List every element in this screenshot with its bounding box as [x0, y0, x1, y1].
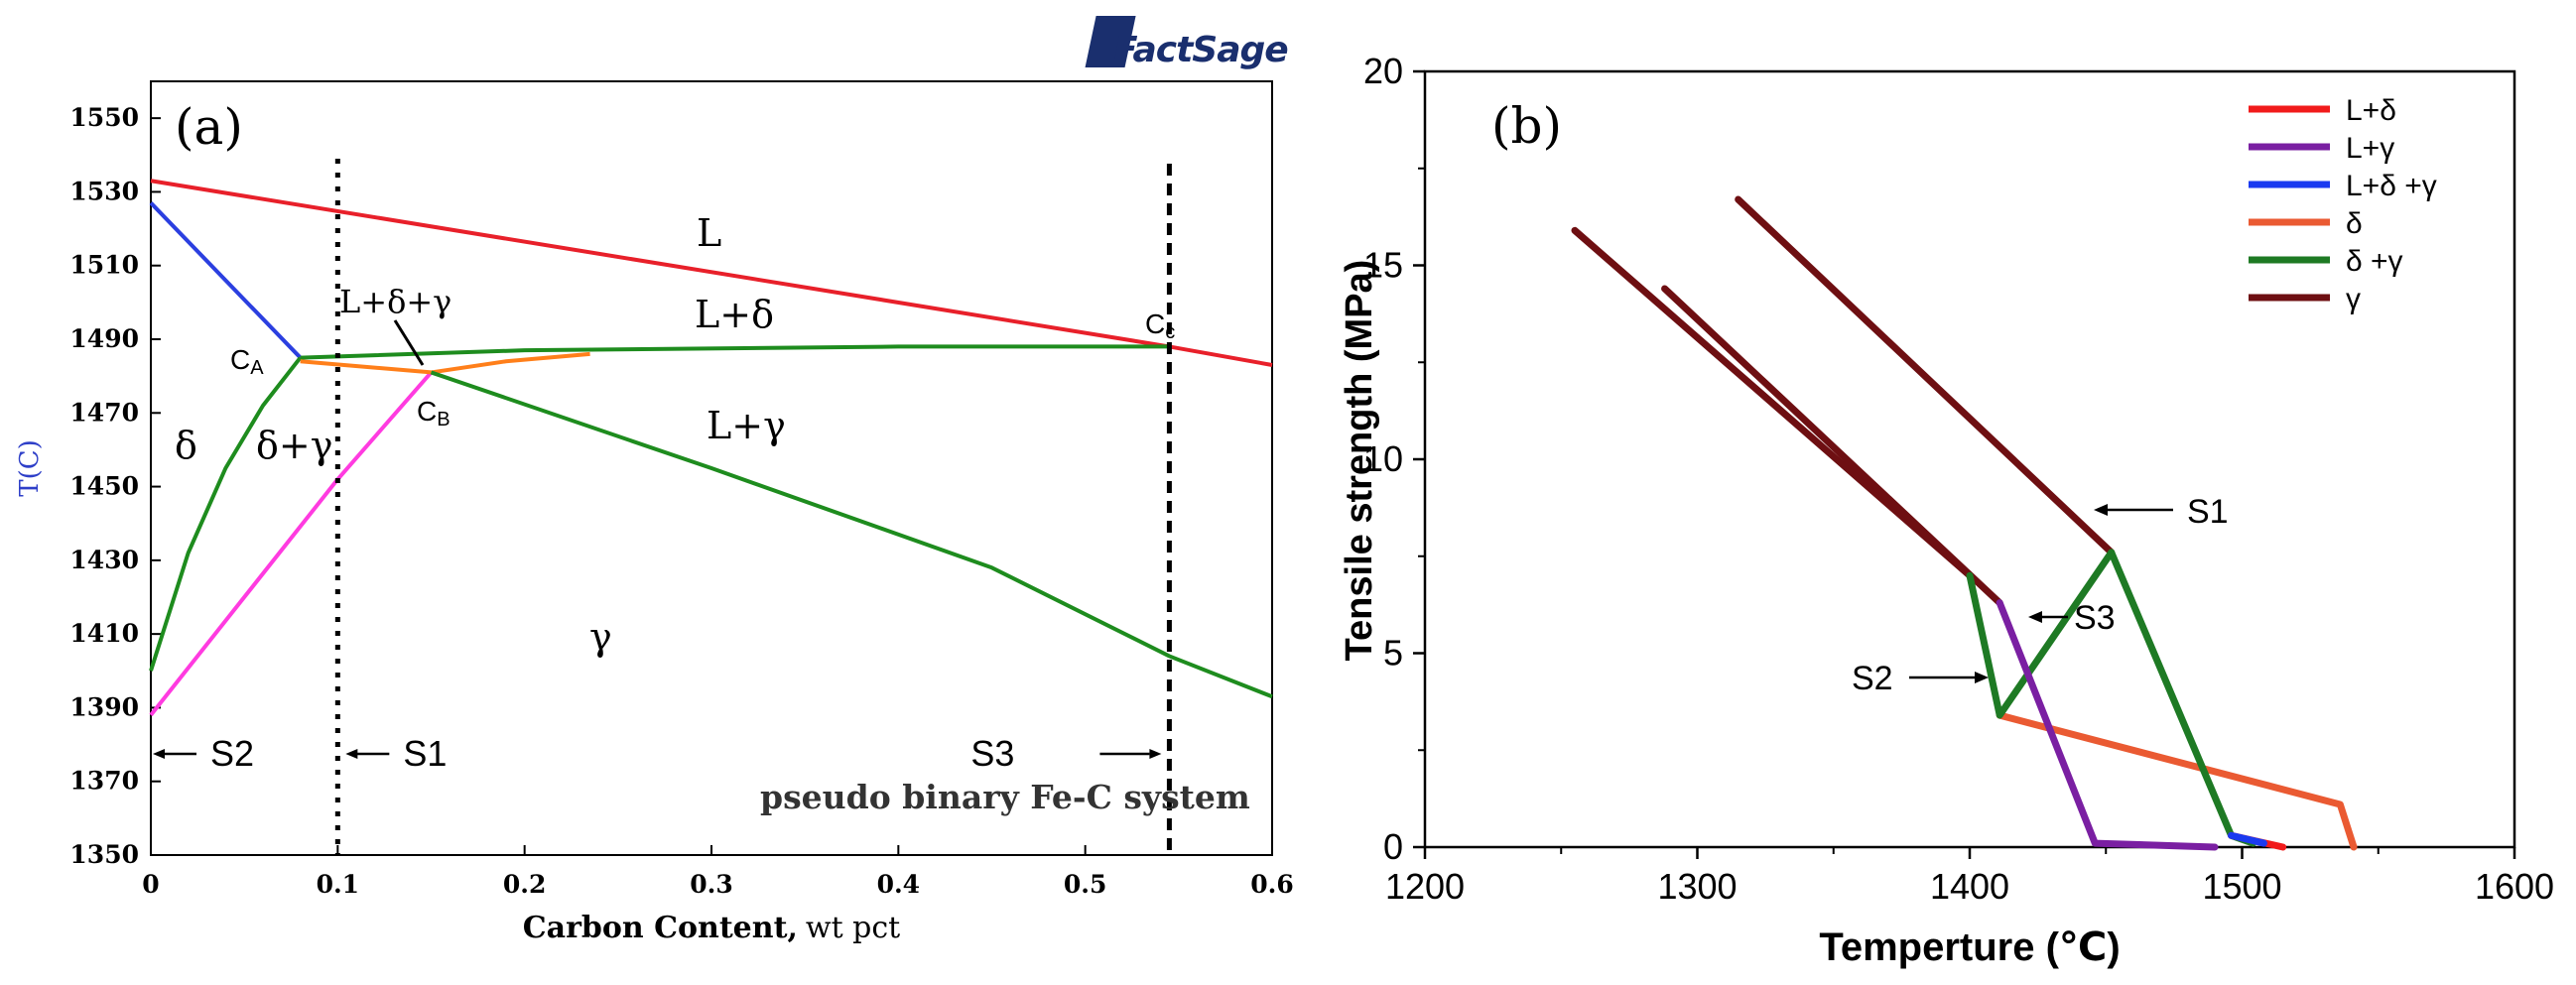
annotation-S2: S2 [1852, 660, 1989, 697]
annotation-S2-text: S2 [1852, 660, 1893, 697]
series-line-2 [2228, 831, 2267, 847]
y-tick-label: 1490 [69, 324, 139, 353]
y-tick-label: 1530 [69, 177, 139, 205]
annotation-S1-text: S1 [2187, 493, 2229, 531]
phase-label-delta-gamma: δ+γ [256, 424, 332, 467]
x-tick-label: 0.1 [317, 870, 360, 899]
x-tick-label: 0 [142, 870, 159, 899]
x-tick-label: 1600 [2475, 866, 2554, 907]
x-tick-label: 0.4 [877, 870, 921, 899]
panel-a-label: (a) [175, 98, 243, 156]
x-tick-label: 1500 [2202, 866, 2281, 907]
legend-entry: γ [2346, 283, 2361, 315]
series-line [300, 344, 1170, 360]
y-tick-label: 5 [1383, 633, 1403, 674]
annotation-S3-text: S3 [2074, 599, 2116, 637]
y-tick-label: 1510 [69, 251, 139, 280]
y-tick-label: 1370 [69, 767, 139, 796]
panel-a-ticks: 0 0.1 0.2 0.3 0.4 0.5 0.6 1350 1370 1390 1410 1430 1… [69, 103, 1293, 899]
series-line [149, 201, 303, 359]
phase-label-L-delta-gamma: L+δ+γ [339, 283, 451, 320]
panel-b-plot-frame [1423, 69, 2516, 849]
phase-label-L-delta: L+δ [695, 293, 774, 336]
y-tick-label: 10 [1363, 438, 1403, 479]
phase-label-L-gamma: L+γ [707, 404, 786, 447]
series-line [430, 370, 1273, 699]
x-tick-label: 1200 [1385, 866, 1465, 907]
legend-entry: L+γ [2346, 132, 2394, 165]
series-line-3 [1996, 711, 2358, 851]
annotation-S1: S1 [2094, 493, 2229, 531]
y-tick-label: 0 [1383, 826, 1403, 867]
y-tick-label: 1470 [69, 398, 139, 427]
point-CB: CB [417, 396, 451, 431]
panel-b-ticks: 1200 1300 1400 1500 1600 0 5 10 15 20 [1363, 51, 2554, 907]
system-label: pseudo binary Fe-C system [760, 778, 1250, 816]
y-tick-label: 15 [1363, 245, 1403, 286]
panel-b-series [1571, 195, 2358, 851]
marker-arrowhead [153, 749, 165, 759]
factsage-logo-text: FactSage [1113, 30, 1288, 70]
marker-label-S2: S2 [210, 733, 254, 774]
marker-label-S1: S1 [403, 733, 447, 774]
y-tick-label: 1550 [69, 103, 139, 132]
panel-b-legend: L+δ L+γ L+δ +γ δ δ +γ γ [2249, 94, 2437, 315]
marker-label-S3: S3 [970, 733, 1014, 774]
x-tick-label: 0.3 [690, 870, 733, 899]
y-tick-label: 1350 [69, 840, 139, 869]
point-CC: Cc [1145, 308, 1175, 343]
series-line [149, 356, 303, 672]
x-tick-label: 1400 [1930, 866, 2009, 907]
series-line-6 [1571, 226, 1974, 579]
y-tick-label: 1410 [69, 619, 139, 648]
legend-entry: L+δ +γ [2346, 170, 2437, 202]
panel-b-x-axis-label: Temperture (℃) [1819, 925, 2120, 969]
x-tick-label: 1300 [1657, 866, 1737, 907]
phase-label-delta: δ [175, 424, 197, 467]
panel-a-markers: S2 S1 S3 [153, 159, 1172, 855]
legend-entry: δ +γ [2346, 245, 2403, 278]
series-line-1 [1996, 599, 2219, 851]
point-CA: CA [230, 344, 264, 379]
series-line [149, 371, 434, 717]
y-tick-label: 1450 [69, 472, 139, 501]
y-tick-label: 1430 [69, 546, 139, 574]
panel-b-y-axis-label: Tensile strength (MPa) [1339, 260, 1380, 662]
panel-b-label: (b) [1491, 97, 1562, 155]
y-tick-label: 1390 [69, 692, 139, 721]
phase-label-L: L [697, 211, 721, 255]
factsage-logo: FactSage [1085, 16, 1289, 70]
x-tick-label: 0.2 [503, 870, 547, 899]
phase-label-gamma: γ [589, 615, 612, 659]
legend-entry: δ [2346, 207, 2363, 240]
marker-arrowhead [1149, 749, 1162, 759]
x-tick-label: 0.5 [1064, 870, 1107, 899]
series-line [300, 351, 590, 375]
y-tick-label: 20 [1363, 51, 1403, 91]
series-line-7 [1661, 285, 2003, 607]
panel-a-x-axis-label: Carbon Content, wt pct [523, 911, 900, 945]
panel-a-y-axis-label: T(C) [15, 439, 45, 497]
annotation-S3: S3 [2028, 599, 2116, 637]
marker-arrowhead [345, 749, 358, 759]
x-tick-label: 0.6 [1250, 870, 1294, 899]
series-line-5 [1735, 195, 2116, 556]
panel-a: 0 0.1 0.2 0.3 0.4 0.5 0.6 1350 1370 1390 1410 1430 1… [15, 16, 1294, 945]
legend-entry: L+δ [2346, 94, 2396, 127]
phase-label-pointer [393, 319, 425, 366]
panel-a-series [149, 179, 1273, 717]
